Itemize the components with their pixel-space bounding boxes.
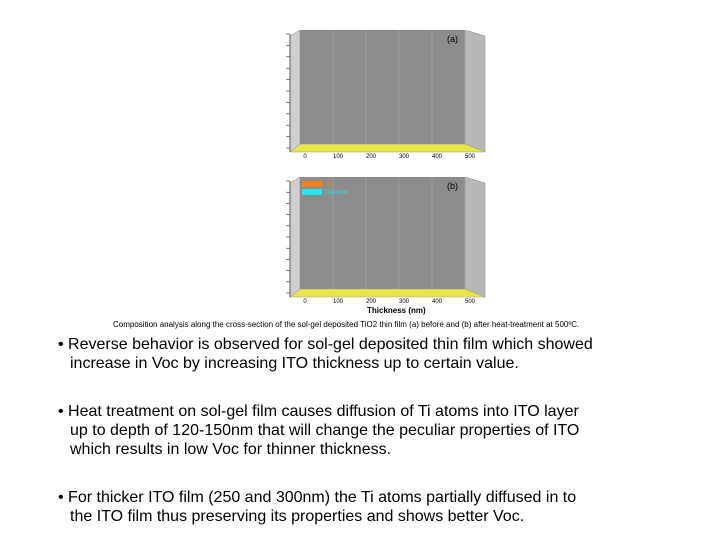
bullet-2-line-3: which results in low Voc for thinner thi…	[70, 441, 392, 458]
bullet-1: • Reverse behavior is observed for sol-g…	[58, 335, 593, 373]
chart-a-x-tick-label: 0	[303, 154, 307, 160]
chart-b-x-tick-label: 300	[399, 299, 410, 305]
chart-b-legend-swatch	[302, 181, 322, 187]
chart-b-side-wall	[289, 176, 301, 298]
bullet-2: • Heat treatment on sol-gel film causes …	[58, 402, 579, 459]
chart-b-x-tick-label: 100	[333, 299, 344, 305]
bullet-1-line-1: • Reverse behavior is observed for sol-g…	[58, 336, 593, 353]
chart-a-right-wall	[464, 29, 486, 153]
chart-a-x-tick-label: 500	[465, 154, 476, 160]
bullet-1-line-2: increase in Voc by increasing ITO thickn…	[70, 355, 519, 372]
x-axis-title: Thickness (nm)	[367, 306, 426, 315]
chart-panel-a: 0 100 200 300 400 500 (a)	[270, 18, 500, 160]
bullet-2-line-1: • Heat treatment on sol-gel film causes …	[58, 403, 579, 420]
chart-b-legend-label: Titanium	[324, 190, 347, 196]
chart-a-panel-label: (a)	[447, 34, 458, 44]
chart-a-x-tick-label: 200	[366, 154, 377, 160]
chart-a-floor	[289, 143, 486, 153]
chart-b-floor	[289, 288, 486, 298]
chart-a-x-tick-label: 300	[399, 154, 410, 160]
chart-b-x-tick-label: 0	[303, 299, 307, 305]
chart-b-svg: 0 100 200 300 400 500 (b) Tin Titanium	[286, 176, 486, 305]
chart-b-x-tick-label: 400	[432, 299, 443, 305]
chart-b-panel-label: (b)	[447, 181, 458, 191]
chart-b-legend-label: Tin	[324, 182, 332, 188]
chart-b-x-tick-label: 200	[366, 299, 377, 305]
chart-b-legend-swatch	[302, 189, 322, 195]
chart-a-side-wall	[289, 29, 301, 153]
bullet-3-line-2: the ITO film thus preserving its propert…	[70, 508, 525, 525]
chart-b-right-wall	[464, 176, 486, 298]
bullet-2-line-2: up to depth of 120-150nm that will chang…	[70, 422, 580, 439]
chart-b-back-wall	[300, 177, 465, 289]
bullet-3-line-1: • For thicker ITO film (250 and 300nm) t…	[58, 489, 577, 506]
chart-a-svg: 0 100 200 300 400 500 (a)	[286, 29, 486, 160]
chart-a-x-tick-label: 100	[333, 154, 344, 160]
figure-caption: Composition analysis along the cross-sec…	[113, 320, 580, 329]
chart-b-x-tick-label: 500	[465, 299, 476, 305]
chart-panel-b: 0 100 200 300 400 500 (b) Tin Titanium	[270, 165, 500, 305]
chart-a-x-tick-label: 400	[432, 154, 443, 160]
chart-a-back-wall	[300, 30, 465, 144]
bullet-3: • For thicker ITO film (250 and 300nm) t…	[58, 488, 576, 526]
